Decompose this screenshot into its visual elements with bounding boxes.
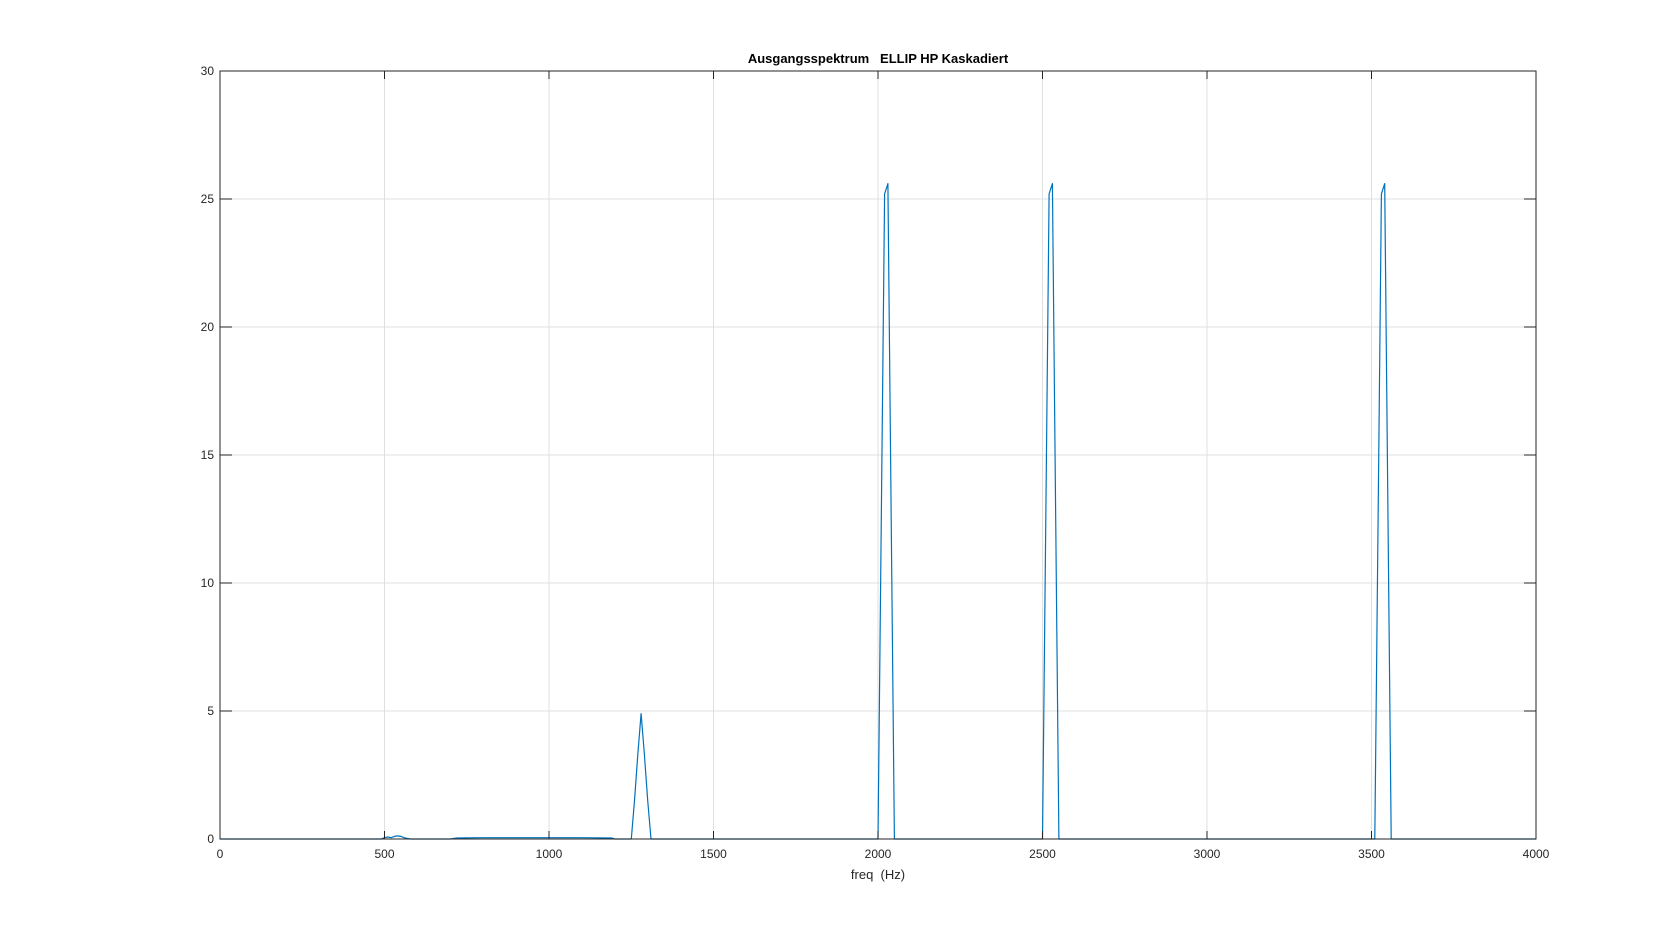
x-axis-label: freq (Hz) bbox=[851, 867, 905, 882]
x-tick-label: 3500 bbox=[1358, 847, 1385, 861]
y-tick-label: 10 bbox=[201, 576, 215, 590]
x-tick-labels: 0 500 1000 1500 2000 2500 3000 3500 4000 bbox=[217, 847, 1550, 861]
y-tick-label: 30 bbox=[201, 64, 215, 78]
grid-lines bbox=[220, 71, 1536, 839]
x-tick-label: 2500 bbox=[1029, 847, 1056, 861]
y-tick-labels: 0 5 10 15 20 25 30 bbox=[201, 64, 215, 846]
x-tick-label: 1500 bbox=[700, 847, 727, 861]
y-tick-label: 15 bbox=[201, 448, 215, 462]
y-tick-label: 5 bbox=[207, 704, 214, 718]
y-tick-label: 25 bbox=[201, 192, 215, 206]
y-tick-label: 20 bbox=[201, 320, 215, 334]
x-tick-label: 500 bbox=[374, 847, 394, 861]
x-tick-label: 1000 bbox=[536, 847, 563, 861]
x-tick-label: 0 bbox=[217, 847, 224, 861]
x-tick-label: 3000 bbox=[1194, 847, 1221, 861]
chart-title: Ausgangsspektrum ELLIP HP Kaskadiert bbox=[748, 51, 1009, 66]
x-tick-label: 4000 bbox=[1523, 847, 1550, 861]
x-tick-label: 2000 bbox=[865, 847, 892, 861]
tick-marks bbox=[219, 70, 1537, 840]
y-tick-label: 0 bbox=[207, 832, 214, 846]
